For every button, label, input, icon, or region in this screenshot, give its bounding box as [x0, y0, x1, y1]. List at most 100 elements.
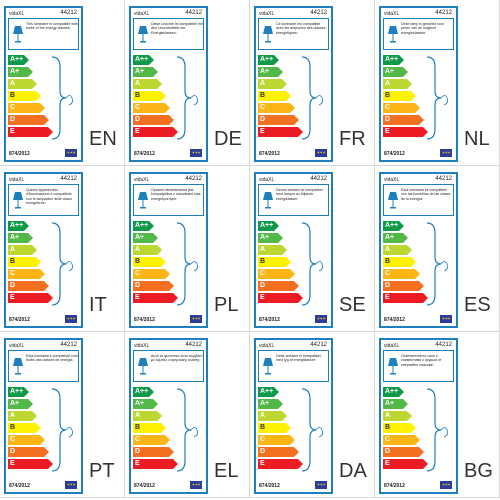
- energy-class-bar: A+: [258, 67, 283, 77]
- energy-class-bar: A++: [258, 55, 279, 65]
- brand-name: vidaXL: [259, 177, 275, 183]
- compatibility-box: This luminaire is compatible with bulbs …: [8, 18, 79, 50]
- energy-label-cell: vidaXL 44212 Questo apparecchio d'illumina…: [0, 166, 125, 332]
- eu-flag-icon: ✶✶✶: [65, 315, 77, 323]
- compatibility-text: Осветителното тяло е съвместимо с крушки…: [401, 354, 442, 367]
- energy-class-bar: E: [258, 459, 303, 469]
- product-code: 44212: [60, 176, 77, 182]
- energy-class-label: C: [260, 436, 266, 443]
- energy-class-bar: C: [8, 269, 45, 279]
- energy-class-label: A+: [10, 68, 20, 75]
- energy-class-bar: E: [133, 127, 178, 137]
- energy-class-bar: A: [383, 79, 412, 89]
- table-lamp-icon: [13, 192, 23, 209]
- curly-brace-icon: [426, 388, 448, 472]
- energy-class-label: A++: [10, 222, 24, 229]
- energy-class-bar: A: [133, 245, 162, 255]
- energy-class-bar: D: [133, 281, 174, 291]
- eu-flag-icon: ✶✶✶: [440, 149, 452, 157]
- curly-brace-icon: [51, 222, 73, 306]
- eu-flag-icon: ✶✶✶: [315, 481, 327, 489]
- energy-scale: A++ A+ A B C D E: [8, 221, 78, 307]
- energy-class-bar: B: [258, 423, 291, 433]
- energy-class-label: C: [385, 270, 391, 277]
- compatibility-box: Diese Leuchte ist kompatibel mit den Leu…: [133, 18, 204, 50]
- regulation-number: 874/2012: [259, 317, 280, 323]
- energy-scale: A++ A+ A B C D E: [383, 387, 453, 473]
- energy-class-bar: A++: [383, 55, 404, 65]
- brand-name: vidaXL: [9, 177, 25, 183]
- energy-class-bar: E: [8, 127, 53, 137]
- energy-class-bar: A++: [383, 221, 404, 231]
- compatibility-text: Oprawa oświetleniowa jest kompatybilna z…: [151, 188, 201, 201]
- table-lamp-icon: [263, 26, 273, 43]
- energy-class-bar: E: [133, 293, 178, 303]
- energy-class-label: E: [385, 460, 390, 467]
- energy-class-bar: A: [133, 411, 162, 421]
- energy-label-cell: vidaXL 44212 Esta luminaria es compatible …: [375, 166, 500, 332]
- language-code: PL: [214, 294, 239, 316]
- energy-class-label: A: [385, 80, 391, 87]
- energy-label-cell: vidaXL 44212 Dette armatur er kompatibel m…: [250, 332, 375, 498]
- product-code: 44212: [310, 176, 327, 182]
- curly-brace-icon: [176, 222, 198, 306]
- energy-class-bar: A+: [258, 233, 283, 243]
- energy-class-label: B: [135, 92, 141, 99]
- energy-class-bar: C: [8, 103, 45, 113]
- energy-class-bar: E: [383, 127, 428, 137]
- energy-class-label: A+: [260, 234, 270, 241]
- energy-class-label: E: [10, 460, 15, 467]
- energy-class-bar: B: [258, 91, 291, 101]
- energy-class-bar: B: [133, 423, 166, 433]
- energy-class-label: C: [10, 104, 16, 111]
- energy-class-label: D: [10, 116, 16, 123]
- product-code: 44212: [185, 342, 202, 348]
- energy-class-label: B: [260, 92, 266, 99]
- curly-brace-icon: [426, 222, 448, 306]
- energy-class-label: C: [260, 104, 266, 111]
- energy-class-label: A++: [260, 388, 274, 395]
- regulation-number: 874/2012: [384, 317, 405, 323]
- energy-class-label: D: [385, 448, 391, 455]
- energy-class-label: A+: [10, 234, 20, 241]
- brand-name: vidaXL: [259, 343, 275, 349]
- energy-class-label: B: [385, 92, 391, 99]
- compatibility-box: Dette armatur er kompatibel med lyg af e…: [258, 350, 329, 382]
- energy-scale: A++ A+ A B C D E: [383, 221, 453, 307]
- energy-label-card: vidaXL 44212 Questo apparecchio d'illumina…: [4, 172, 83, 328]
- eu-flag-icon: ✶✶✶: [65, 481, 77, 489]
- table-lamp-icon: [138, 192, 148, 209]
- language-code: NL: [464, 128, 490, 150]
- energy-class-bar: A: [133, 79, 162, 89]
- energy-class-label: A: [260, 246, 266, 253]
- table-lamp-icon: [263, 358, 273, 375]
- compatibility-text: Questo apparecchio d'illuminazione è com…: [26, 188, 72, 205]
- energy-class-bar: A+: [8, 233, 33, 243]
- energy-class-bar: E: [258, 293, 303, 303]
- regulation-number: 874/2012: [9, 483, 30, 489]
- energy-class-bar: D: [383, 281, 424, 291]
- energy-class-label: A++: [135, 222, 149, 229]
- energy-class-label: E: [385, 294, 390, 301]
- table-lamp-icon: [13, 358, 23, 375]
- energy-class-bar: A++: [133, 55, 154, 65]
- energy-class-bar: C: [258, 103, 295, 113]
- compatibility-box: Αυτό το φωτιστικό είναι συμβατό με λάμπε…: [133, 350, 204, 382]
- energy-class-bar: C: [383, 269, 420, 279]
- energy-label-card: vidaXL 44212 Oprawa oświetleniowa jest kom…: [129, 172, 208, 328]
- energy-class-label: A: [260, 80, 266, 87]
- energy-class-bar: A: [258, 79, 287, 89]
- energy-class-label: A+: [10, 400, 20, 407]
- curly-brace-icon: [176, 56, 198, 140]
- energy-class-bar: E: [258, 127, 303, 137]
- table-lamp-icon: [388, 192, 398, 209]
- energy-class-bar: D: [383, 447, 424, 457]
- eu-flag-icon: ✶✶✶: [315, 149, 327, 157]
- table-lamp-icon: [388, 358, 398, 375]
- table-lamp-icon: [13, 26, 23, 43]
- eu-flag-icon: ✶✶✶: [190, 315, 202, 323]
- energy-class-label: C: [385, 104, 391, 111]
- energy-scale: A++ A+ A B C D E: [133, 55, 203, 141]
- energy-class-label: E: [135, 460, 140, 467]
- table-lamp-icon: [138, 26, 148, 43]
